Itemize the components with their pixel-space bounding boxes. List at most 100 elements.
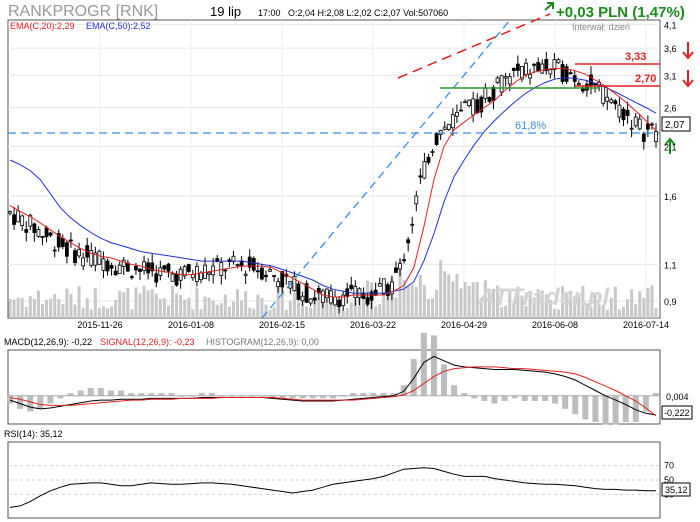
candle-body (101, 258, 106, 271)
volume-bar (512, 303, 516, 318)
candle-body (304, 283, 309, 303)
candle-body (576, 83, 581, 86)
candle-body (434, 132, 439, 145)
candle-body (207, 272, 211, 275)
candle-body (613, 100, 618, 105)
price-tick-label: 3,1 (664, 71, 677, 81)
ema20-legend: EMA(C,20):2,29 (10, 21, 75, 31)
volume-bar (16, 297, 20, 318)
candle-body (475, 99, 480, 114)
volume-bar (609, 298, 613, 318)
candle-body (186, 264, 191, 272)
candle-body (162, 265, 167, 270)
volume-bar (223, 294, 227, 318)
volume-bar (166, 305, 170, 318)
volume-bar (12, 299, 16, 318)
candle-body (641, 133, 646, 142)
volume-bar (183, 299, 187, 318)
macd-histogram-bar (380, 393, 387, 396)
volume-bar (81, 307, 85, 318)
macd-histogram-bar (622, 395, 629, 422)
macd-histogram-bar (37, 395, 44, 409)
volume-bar (341, 309, 345, 318)
volume-bar (199, 309, 203, 318)
interval-label: Interwał: dzień (572, 22, 630, 32)
macd-histogram-bar (552, 395, 559, 404)
volume-bar (45, 299, 49, 318)
volume-bar (374, 306, 378, 318)
ema50-line (9, 77, 657, 294)
resistance-dashed-line (397, 13, 551, 79)
volume-bar (589, 307, 593, 318)
candle-body (174, 273, 179, 286)
candle-body (365, 297, 370, 305)
macd-histogram-bar (299, 395, 306, 399)
volume-bar (621, 307, 625, 318)
signal-legend: SIGNAL(12,26,9): -0,23 (100, 337, 195, 347)
volume-bar (118, 291, 122, 318)
volume-bar (508, 290, 512, 318)
candle-body (121, 259, 126, 267)
macd-histogram-bar (67, 393, 74, 396)
candle-body (418, 175, 423, 178)
volume-bar (439, 260, 443, 318)
volume-bar (150, 289, 154, 318)
volume-bar (110, 306, 114, 318)
candle-body (113, 270, 118, 276)
volume-bar (32, 298, 36, 318)
volume-bar (179, 295, 183, 318)
macd-histogram-bar (158, 393, 165, 396)
volume-bar (69, 293, 73, 318)
date-tick-label: 2015-11-26 (77, 320, 122, 330)
candle-body (390, 281, 394, 295)
volume-bar (101, 306, 105, 318)
candle-body (341, 294, 346, 307)
macd-histogram-bar (612, 395, 619, 425)
candle-body (28, 214, 33, 227)
macd-histogram-bar (148, 393, 155, 396)
volume-bar (402, 279, 406, 318)
arrow-up-icon (664, 137, 676, 154)
volume-bar (317, 298, 321, 318)
candle-body (637, 118, 642, 130)
volume-bar (260, 297, 264, 318)
candle-body (361, 292, 366, 299)
volume-bar (536, 289, 540, 318)
candle-body (609, 99, 614, 103)
candle-body (450, 114, 455, 129)
last-price-marker (661, 116, 691, 132)
candle-body (36, 229, 41, 237)
candle-body (515, 63, 520, 71)
candle-body (467, 99, 472, 106)
candle-body (532, 63, 537, 66)
candle-body (345, 288, 350, 298)
candle-body (117, 264, 122, 274)
volume-bar (130, 309, 134, 318)
volume-bar (122, 292, 126, 318)
volume-bar (292, 292, 296, 318)
price-tick-label: 3,6 (664, 44, 677, 54)
macd-histogram-bar (602, 395, 609, 425)
candle-body (325, 288, 329, 299)
price-tick-label: 1,6 (664, 192, 677, 202)
candle-body (268, 269, 272, 272)
ticker-title: RANKPROGR [RNK] (8, 3, 158, 20)
candle-body (272, 275, 276, 277)
macd-histogram-bar (279, 395, 286, 399)
candle-body (528, 74, 532, 79)
macd-histogram-bar (562, 395, 569, 409)
candle-body (353, 285, 358, 298)
histogram-legend: HISTOGRAM(12,26,9): 0,00 (206, 337, 319, 347)
volume-bar (53, 293, 57, 318)
rsi-legend: RSI(14): 35,12 (4, 429, 63, 439)
volume-bar (207, 297, 211, 318)
candle-body (199, 272, 203, 281)
volume-bar (211, 300, 215, 318)
macd-histogram-bar (471, 395, 478, 399)
candle-body (150, 262, 155, 272)
candle-body (540, 63, 545, 74)
candle-body (568, 72, 573, 75)
price-x-axis: 2015-11-26 2016-01-08 2016-02-15 2016-03-22… (77, 320, 669, 330)
macd-panel-frame (7, 349, 661, 425)
macd-histogram-bar (653, 393, 659, 396)
